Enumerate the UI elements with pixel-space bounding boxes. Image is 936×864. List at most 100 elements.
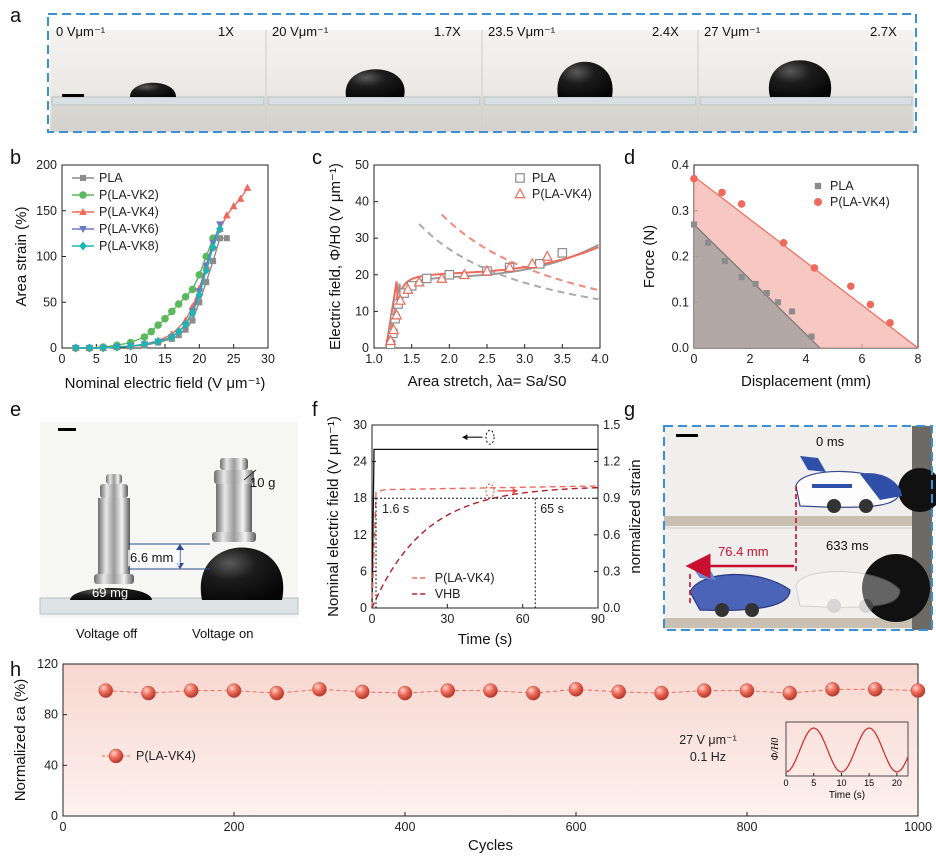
- legend-marker: [514, 187, 526, 199]
- data-point: [184, 683, 199, 698]
- y-tick-label: 0.2: [672, 250, 689, 264]
- data-point: [203, 279, 210, 286]
- legend-label: PLA: [830, 179, 854, 193]
- x-axis-label: Displacement (mm): [741, 373, 871, 390]
- legend-label: P(LA-VK4): [99, 205, 159, 219]
- y-axis-label: Force (N): [641, 225, 658, 288]
- data-point: [763, 290, 770, 297]
- y-tick-label: 0: [360, 601, 367, 615]
- ratio-label-3: 2.7X: [870, 24, 897, 39]
- data-point: [188, 308, 197, 318]
- data-point: [436, 272, 448, 283]
- strain-oval: [485, 483, 495, 499]
- legend-marker: [515, 173, 525, 183]
- data-point: [397, 685, 413, 701]
- data-point: [355, 684, 370, 700]
- x-tick-label: 600: [566, 820, 587, 834]
- data-point: [413, 275, 425, 287]
- field-label-2: 23.5 Vμm⁻¹: [488, 24, 556, 39]
- x-tick-label: 8: [915, 352, 922, 366]
- plot-frame: [371, 424, 599, 609]
- data-point: [188, 285, 197, 294]
- data-point: [209, 242, 217, 252]
- x-tick-label: 4: [803, 352, 810, 366]
- panel-c: c 1.0 1.5 2.0 2.5 3.0 3.5 4.0 0 10 20 30 40 50 Area s…: [312, 147, 609, 390]
- data-point: [236, 194, 245, 202]
- y-tick-label: 24: [353, 455, 367, 469]
- data-point: [568, 682, 584, 697]
- legend-marker: [79, 225, 87, 234]
- data-point: [788, 308, 796, 315]
- plot-frame: [62, 663, 919, 817]
- y-tick-label: 120: [37, 657, 58, 671]
- data-point: [444, 270, 455, 280]
- y-tick-label: 0.3: [672, 204, 689, 218]
- data-point: [697, 683, 712, 698]
- data-point: [825, 682, 840, 697]
- inset-y-label: Φ/H0: [770, 738, 781, 761]
- data-point: [189, 317, 196, 324]
- inset-tick-label: 5: [811, 778, 816, 788]
- x-tick-label: 2.5: [478, 352, 495, 366]
- data-point: [141, 685, 156, 701]
- data-point: [387, 323, 400, 335]
- data-point: [739, 683, 755, 698]
- x-tick-label: 400: [395, 820, 416, 834]
- data-point: [154, 321, 162, 329]
- data-point: [161, 314, 169, 323]
- data-point: [229, 201, 238, 210]
- data-point: [390, 308, 403, 320]
- inset-tick-label: 0: [783, 778, 788, 788]
- data-point: [402, 283, 414, 294]
- legend-marker: [814, 198, 822, 206]
- y-axis-label: Area strain (%): [13, 206, 30, 306]
- droplet-20v: [345, 69, 405, 97]
- data-point: [168, 332, 176, 342]
- data-point: [808, 333, 815, 340]
- toy-plane-ghost: [795, 571, 901, 613]
- data-point: [737, 200, 746, 208]
- y2-tick-label: 0.9: [603, 491, 620, 505]
- data-point: [223, 211, 231, 219]
- ratio-label-1: 1.7X: [434, 24, 461, 39]
- data-point: [394, 294, 406, 305]
- y-tick-label: 0: [50, 341, 57, 355]
- data-point: [868, 682, 883, 697]
- x-tick-label: 3.5: [554, 352, 571, 366]
- x-tick-label: 0: [369, 612, 376, 626]
- x-tick-label: 30: [261, 352, 275, 366]
- data-point: [71, 343, 80, 353]
- data-point: [99, 343, 107, 353]
- data-point: [269, 685, 284, 701]
- x-tick-label: 2.0: [441, 352, 458, 366]
- series-line: [371, 486, 599, 609]
- data-point: [140, 333, 149, 341]
- data-point: [210, 258, 217, 265]
- x-axis-label: Cycles: [468, 837, 513, 854]
- x-tick-label: 30: [440, 612, 454, 626]
- series-line: [371, 485, 599, 609]
- data-point: [557, 248, 568, 258]
- series-line: [75, 237, 214, 349]
- legend-label: P(LA-VK4): [435, 571, 495, 585]
- legend-label: P(LA-VK4): [830, 195, 890, 209]
- data-point: [866, 300, 875, 309]
- x-tick-label: 20: [192, 352, 206, 366]
- x-tick-label: 2: [747, 352, 754, 366]
- actuator-top: [898, 468, 936, 512]
- legend-marker: [108, 748, 124, 764]
- data-point: [779, 238, 788, 247]
- x-tick-label: 0: [60, 820, 67, 834]
- data-point: [154, 337, 162, 347]
- x-tick-label: 200: [224, 820, 245, 834]
- y-tick-label: 80: [44, 708, 58, 722]
- x-tick-label: 5: [93, 352, 100, 366]
- x-tick-label: 0: [691, 352, 698, 366]
- y-tick-label: 0.0: [672, 341, 689, 355]
- legend-label: PLA: [99, 171, 123, 185]
- y2-tick-label: 0.6: [603, 528, 620, 542]
- y-tick-label: 0.1: [672, 295, 689, 309]
- fit-line-vk4: [693, 175, 919, 349]
- data-point: [181, 292, 190, 301]
